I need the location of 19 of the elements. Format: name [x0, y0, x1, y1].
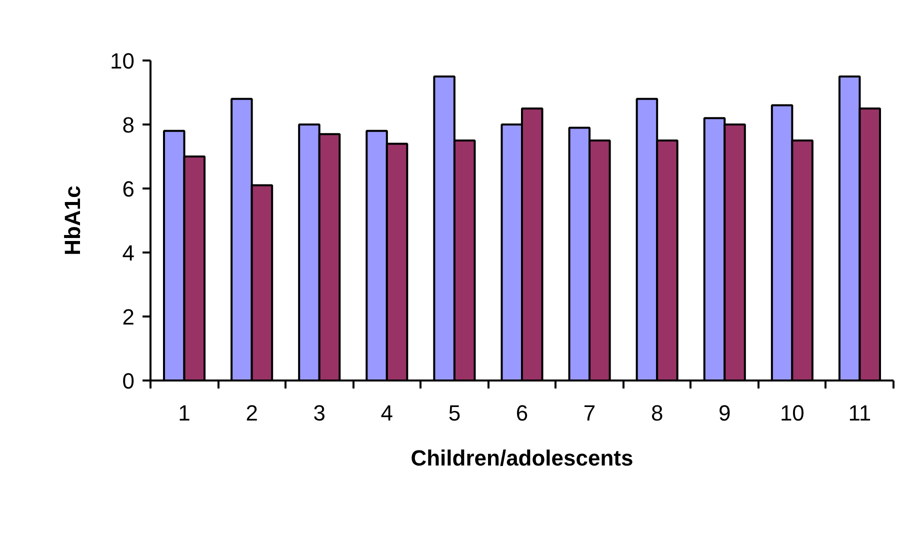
x-tick-label: 1: [178, 400, 190, 426]
x-tick-label: 3: [313, 400, 326, 426]
y-tick-label: 0: [122, 368, 135, 394]
x-tick-label: 5: [448, 400, 461, 426]
y-tick-label: 10: [110, 48, 135, 74]
x-tick-label: 2: [246, 400, 258, 426]
y-tick-label: 8: [122, 112, 135, 138]
y-axis-title: HbA1c: [60, 186, 86, 256]
y-tick-label: 4: [122, 240, 135, 266]
y-tick-label: 6: [122, 176, 135, 202]
x-tick-label: 8: [650, 400, 664, 426]
x-axis-title: Children/adolescents: [410, 446, 634, 470]
x-tick-label: 4: [380, 400, 394, 426]
x-tick-label: 11: [848, 400, 872, 426]
y-tick-label: 2: [122, 304, 135, 330]
x-tick-label: 10: [780, 400, 804, 426]
x-tick-label: 7: [583, 400, 596, 426]
x-tick-label: 9: [718, 400, 731, 426]
x-tick-label: 6: [516, 400, 528, 426]
